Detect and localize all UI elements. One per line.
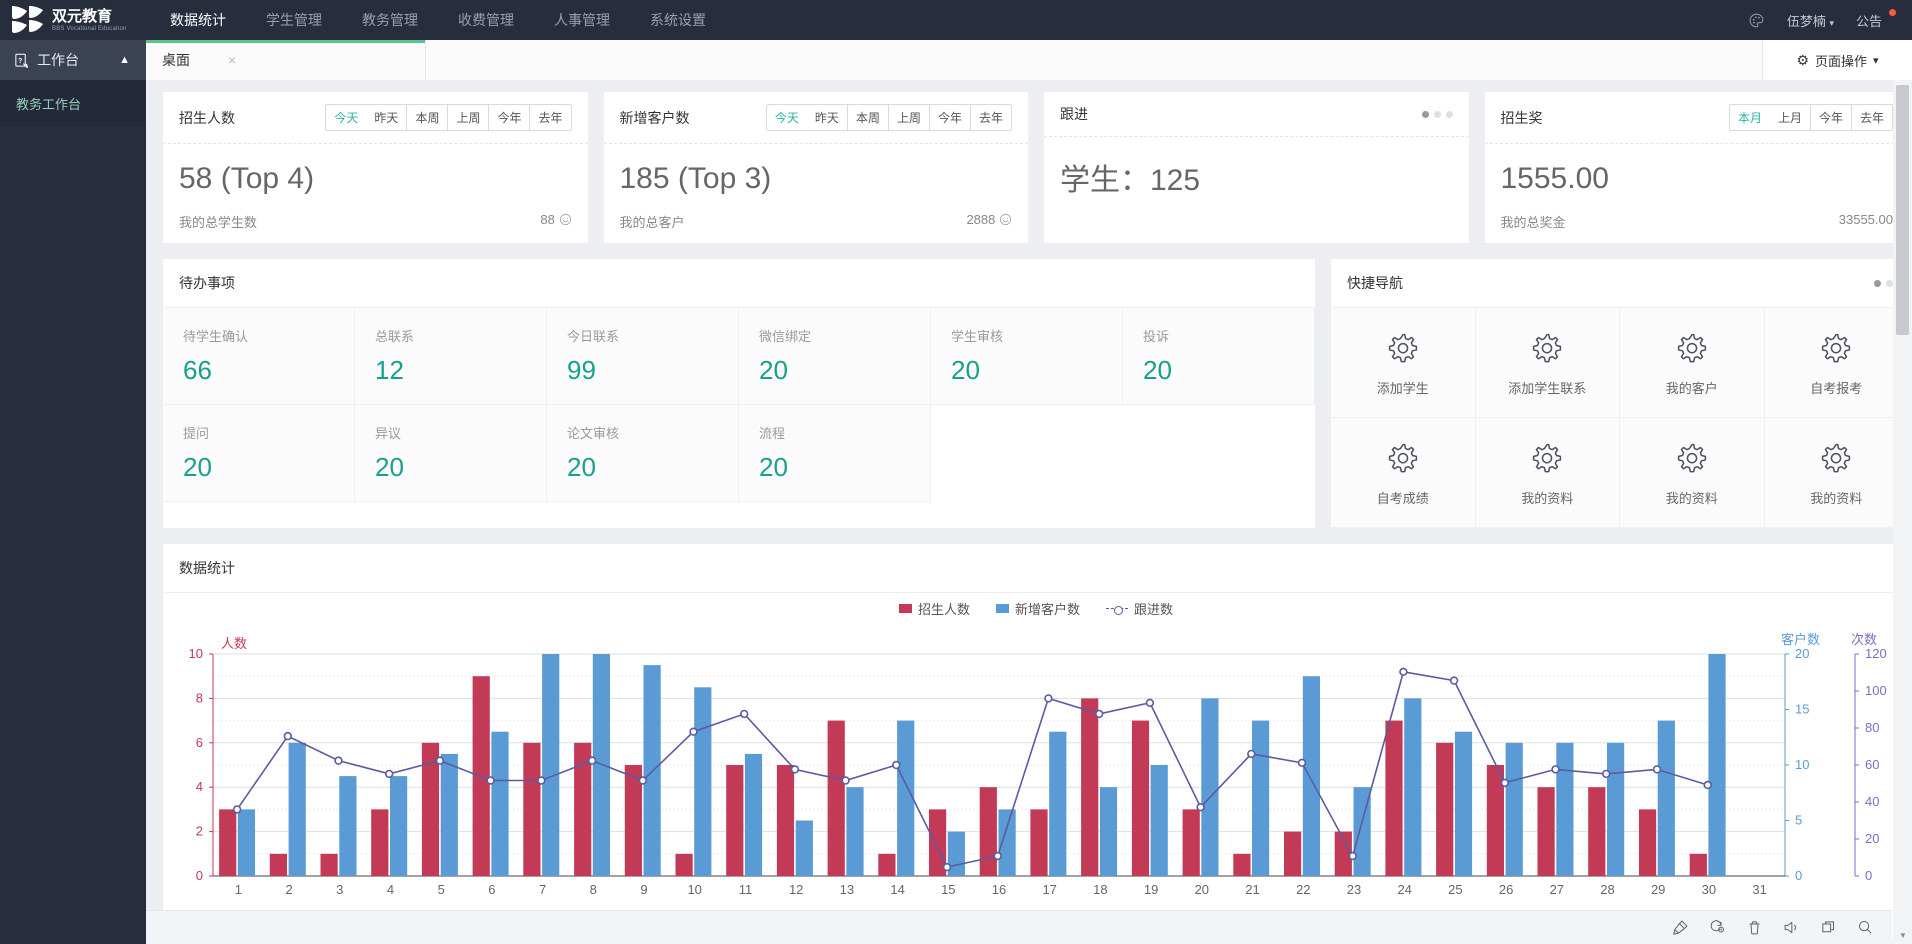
svg-text:11: 11 — [739, 882, 753, 897]
svg-text:120: 120 — [1865, 646, 1887, 661]
svg-text:22: 22 — [1296, 882, 1310, 897]
svg-text:客户数: 客户数 — [1781, 632, 1820, 647]
svg-text:6: 6 — [196, 735, 203, 750]
svg-text:10: 10 — [189, 646, 203, 661]
svg-text:16: 16 — [992, 882, 1006, 897]
svg-text:8: 8 — [590, 882, 597, 897]
svg-text:12: 12 — [789, 882, 803, 897]
svg-text:20: 20 — [1195, 882, 1209, 897]
svg-text:7: 7 — [539, 882, 546, 897]
svg-text:3: 3 — [336, 882, 343, 897]
svg-text:0: 0 — [196, 868, 203, 883]
svg-text:2: 2 — [196, 824, 203, 839]
svg-text:80: 80 — [1865, 720, 1879, 735]
svg-text:28: 28 — [1600, 882, 1614, 897]
svg-text:100: 100 — [1865, 683, 1887, 698]
svg-text:10: 10 — [1795, 757, 1809, 772]
svg-text:5: 5 — [1795, 813, 1802, 828]
svg-text:31: 31 — [1752, 882, 1766, 897]
svg-text:15: 15 — [1795, 702, 1809, 717]
svg-text:2: 2 — [285, 882, 292, 897]
svg-text:24: 24 — [1397, 882, 1411, 897]
svg-text:0: 0 — [1865, 868, 1872, 883]
svg-text:30: 30 — [1702, 882, 1716, 897]
svg-text:17: 17 — [1042, 882, 1056, 897]
svg-text:60: 60 — [1865, 757, 1879, 772]
svg-text:次数: 次数 — [1851, 632, 1877, 647]
svg-text:5: 5 — [438, 882, 445, 897]
svg-text:23: 23 — [1347, 882, 1361, 897]
svg-text:29: 29 — [1651, 882, 1665, 897]
svg-text:25: 25 — [1448, 882, 1462, 897]
svg-text:8: 8 — [196, 690, 203, 705]
svg-text:15: 15 — [941, 882, 955, 897]
svg-text:1: 1 — [235, 882, 242, 897]
svg-text:13: 13 — [840, 882, 854, 897]
svg-text:20: 20 — [1865, 831, 1879, 846]
svg-text:人数: 人数 — [221, 636, 247, 651]
svg-text:18: 18 — [1093, 882, 1107, 897]
svg-text:19: 19 — [1144, 882, 1158, 897]
svg-text:26: 26 — [1499, 882, 1513, 897]
svg-text:4: 4 — [387, 882, 394, 897]
svg-text:14: 14 — [890, 882, 904, 897]
svg-text:27: 27 — [1550, 882, 1564, 897]
svg-text:10: 10 — [687, 882, 701, 897]
svg-text:21: 21 — [1245, 882, 1259, 897]
svg-text:?: ? — [18, 58, 22, 65]
svg-text:0: 0 — [1795, 868, 1802, 883]
svg-text:4: 4 — [196, 779, 203, 794]
svg-text:9: 9 — [640, 882, 647, 897]
svg-text:6: 6 — [488, 882, 495, 897]
svg-text:20: 20 — [1795, 646, 1809, 661]
svg-text:40: 40 — [1865, 794, 1879, 809]
